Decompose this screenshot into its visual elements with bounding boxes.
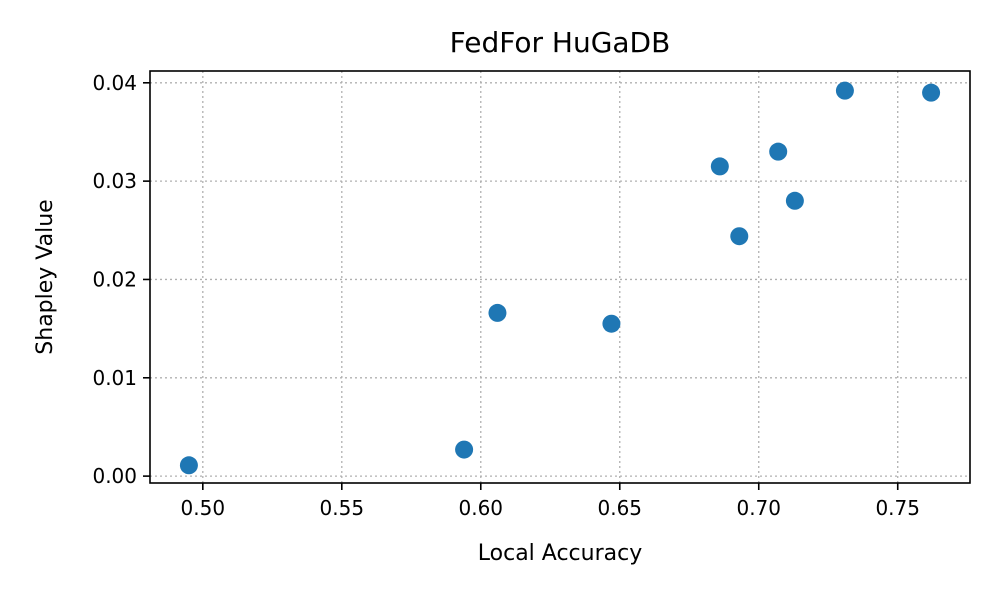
plot-frame: [149, 70, 971, 484]
grid: [150, 71, 970, 483]
data-point: [785, 191, 804, 210]
data-point: [922, 83, 941, 102]
data-point: [455, 440, 474, 459]
x-tick-label: 0.55: [320, 496, 365, 520]
data-point: [730, 227, 749, 246]
data-point: [602, 314, 621, 333]
data-point: [179, 456, 198, 475]
x-axis-label: Local Accuracy: [478, 541, 642, 566]
y-tick-label: 0.01: [92, 366, 137, 390]
x-tick-label: 0.70: [736, 496, 781, 520]
data-point: [710, 157, 729, 176]
x-axis-ticks: 0.50 0.55 0.60 0.65 0.70 0.75: [181, 483, 920, 520]
y-axis-ticks: 0.00 0.01 0.02 0.03 0.04: [92, 71, 150, 488]
x-tick-label: 0.60: [459, 496, 504, 520]
y-tick-label: 0.03: [92, 169, 137, 193]
x-tick-label: 0.50: [181, 496, 226, 520]
x-tick-label: 0.65: [597, 496, 642, 520]
data-point: [769, 142, 788, 161]
data-point: [488, 303, 507, 322]
chart-title: FedFor HuGaDB: [450, 26, 671, 59]
y-tick-label: 0.00: [92, 464, 137, 488]
y-tick-label: 0.02: [92, 267, 137, 291]
data-point: [835, 81, 854, 100]
x-tick-label: 0.75: [875, 496, 920, 520]
y-axis-label: Shapley Value: [33, 199, 58, 354]
data-points: [179, 81, 941, 475]
y-tick-label: 0.04: [92, 71, 137, 95]
